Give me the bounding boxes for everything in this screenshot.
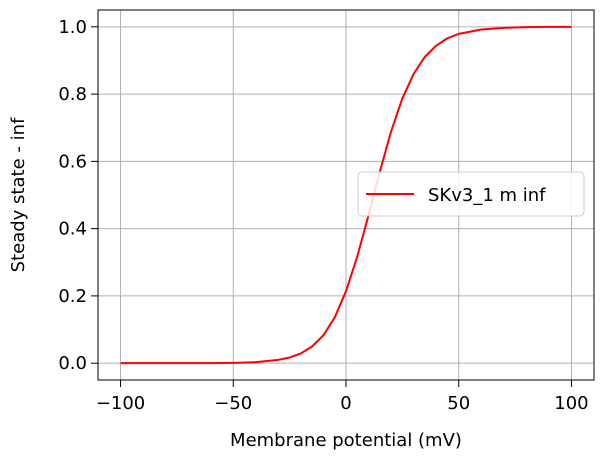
y-tick-label: 0.8: [58, 84, 87, 105]
y-tick-label: 1.0: [58, 17, 87, 38]
y-tick-label: 0.2: [58, 286, 87, 307]
legend-label-skv3-1: SKv3_1 m inf: [428, 185, 546, 206]
y-tick-label: 0.6: [58, 151, 87, 172]
legend: SKv3_1 m inf: [357, 171, 585, 217]
x-tick-label: 100: [554, 393, 588, 414]
y-tick-label: 0.4: [58, 219, 87, 240]
y-axis-ticks: 0.0 0.2 0.4 0.6 0.8 1.0: [58, 17, 98, 374]
series-line-0: [120, 25, 572, 365]
x-tick-label: 0: [340, 393, 351, 414]
x-axis-ticks: −100 −50 0 50 100: [96, 380, 589, 414]
y-tick-label: 0.0: [58, 353, 87, 374]
x-tick-label: −50: [214, 393, 252, 414]
series-layer: [120, 25, 572, 365]
x-axis-label: Membrane potential (mV): [230, 430, 462, 451]
x-tick-label: −100: [96, 393, 145, 414]
x-tick-label: 50: [447, 393, 470, 414]
legend-box: [357, 171, 585, 217]
y-axis-label: Steady state - inf: [8, 117, 29, 272]
